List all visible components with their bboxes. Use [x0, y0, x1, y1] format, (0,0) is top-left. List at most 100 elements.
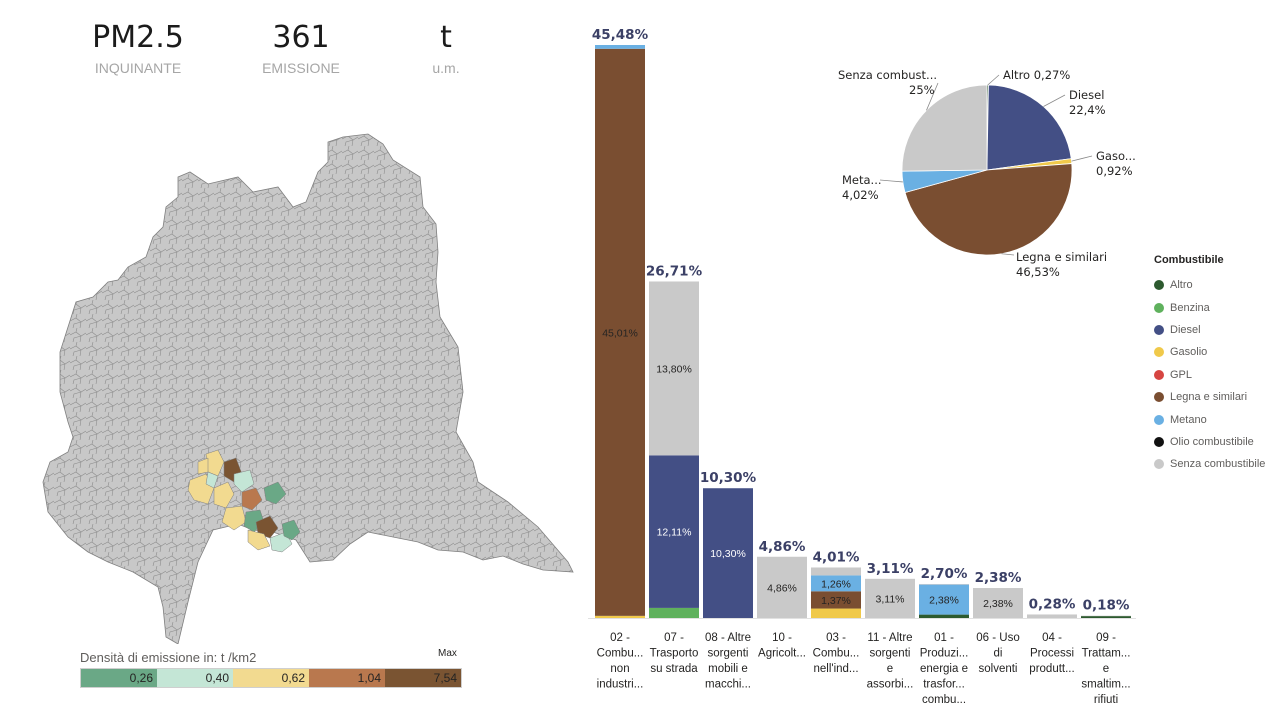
legend-label: Olio combustibile: [1170, 435, 1254, 448]
bar-segment[interactable]: [595, 48, 645, 616]
kpi-emission-value: 361: [272, 20, 330, 55]
bar-segment[interactable]: [1027, 614, 1077, 618]
segment-label: 4,86%: [767, 582, 797, 594]
pie-label: Gaso... 0,92%: [1096, 149, 1136, 178]
pie-chart: Altro 0,27% Diesel 22,4% Gaso... 0,92% Legna …: [838, 68, 1136, 279]
segment-label: 45,01%: [602, 327, 638, 339]
highlighted-municipalities: [187, 449, 301, 553]
category-label: 10 -Agricolt...: [758, 632, 806, 660]
fuel-legend-title: Combustibile: [1154, 254, 1224, 266]
segment-label: 1,26%: [821, 578, 851, 590]
category-label: 01 -Produzi... energia e trasfor... combu..…: [920, 632, 969, 706]
kpi-pollutant-label: INQUINANTE: [94, 60, 182, 76]
bar-segment[interactable]: [973, 588, 1023, 618]
category-label: 08 - Altre sorgenti mobili e macchi...: [705, 632, 751, 691]
legend-dot: [1154, 414, 1164, 425]
bar-segment[interactable]: [649, 455, 699, 608]
legend-label: Legna e similari: [1170, 391, 1248, 404]
bar-segment[interactable]: [919, 583, 969, 585]
bar-segment[interactable]: [1081, 616, 1131, 618]
legend-item[interactable]: Senza combustibile: [1154, 453, 1265, 475]
map-legend-segment[interactable]: 0,26: [81, 669, 157, 687]
pie-leader-line: [926, 82, 939, 111]
bar-total-label: 10,30%: [700, 470, 757, 486]
stacked-bar-chart: 45,01% 45,48% 02 -Combu... non industri... 12…: [588, 27, 1136, 706]
map-legend-segment[interactable]: 0,40: [157, 669, 233, 687]
legend-label: Senza combustibile: [1170, 458, 1266, 471]
bar-segment[interactable]: [757, 556, 807, 618]
map-legend-bar: 0,26 0,40 0,62 1,04 7,54: [80, 668, 462, 688]
legend-label: Metano: [1170, 413, 1207, 426]
legend-label: Benzina: [1170, 301, 1210, 314]
pie-slice[interactable]: [901, 84, 988, 172]
bar-total-label: 0,18%: [1083, 598, 1130, 614]
pie-label: Altro 0,27%: [1003, 68, 1070, 82]
bar-segment[interactable]: [811, 567, 861, 576]
kpi-unit: t u.m.: [371, 18, 521, 76]
pie-slice[interactable]: [904, 163, 1073, 256]
legend-dot: [1154, 436, 1164, 447]
bar-segment[interactable]: [811, 608, 861, 618]
pie-leader-line: [1043, 94, 1066, 107]
map-legend-segment[interactable]: 7,54: [385, 669, 461, 687]
category-label: 07 -Trasporto su strada: [650, 632, 699, 675]
map-legend-segment[interactable]: 0,62: [233, 669, 309, 687]
segment-label: 13,80%: [656, 363, 692, 375]
map-legend-title: Densità di emissione in: t /km2: [80, 650, 257, 665]
category-label: 06 - Uso di solventi: [976, 632, 1019, 675]
pie-label: Senza combust... 25%: [838, 68, 937, 97]
bar-segment[interactable]: [811, 575, 861, 592]
bar-segment[interactable]: [649, 607, 699, 618]
segment-label: 10,30%: [710, 548, 746, 560]
bar-segment[interactable]: [649, 281, 699, 456]
legend-label: Gasolio: [1170, 346, 1208, 359]
bar-segment[interactable]: [811, 591, 861, 609]
bar-segment[interactable]: [919, 584, 969, 615]
legend-dot: [1154, 302, 1164, 313]
map-legend-max: Max: [438, 648, 457, 659]
bar-segment[interactable]: [865, 578, 915, 618]
kpi-pollutant: PM2.5 INQUINANTE: [63, 18, 213, 76]
kpi-pollutant-value: PM2.5: [92, 20, 184, 55]
region-map[interactable]: [38, 132, 578, 644]
legend-label: Diesel: [1170, 323, 1201, 336]
bar-total-label: 26,71%: [646, 263, 703, 279]
category-label: 09 -Trattam... e smaltim... rifiuti: [1081, 632, 1130, 706]
segment-label: 3,11%: [876, 593, 905, 605]
bar-segment[interactable]: [595, 615, 645, 618]
legend-dot: [1154, 459, 1164, 470]
legend-dot: [1154, 369, 1164, 380]
legend-item[interactable]: Diesel: [1154, 319, 1265, 341]
legend-item[interactable]: Altro: [1154, 274, 1265, 296]
legend-item[interactable]: Benzina: [1154, 296, 1265, 318]
pie-leader-line: [879, 179, 903, 183]
segment-label: 2,38%: [983, 598, 1013, 610]
category-label: 02 -Combu... non industri...: [597, 632, 644, 691]
pie-leader-line: [987, 74, 1000, 86]
bar-total-label: 4,01%: [813, 549, 860, 565]
legend-item[interactable]: GPL: [1154, 364, 1265, 386]
category-label: 03 -Combu... nell'ind...: [813, 632, 860, 675]
legend-label: Altro: [1170, 279, 1193, 292]
bar-total-label: 0,28%: [1029, 596, 1076, 612]
fuel-legend: Combustibile Altro Benzina Diesel Gasolio GP…: [1154, 254, 1265, 476]
legend-dot: [1154, 392, 1164, 403]
bar-segment[interactable]: [919, 614, 969, 618]
legend-item[interactable]: Metano: [1154, 408, 1265, 430]
legend-item[interactable]: Legna e similari: [1154, 386, 1265, 408]
bar-total-label: 3,11%: [867, 561, 914, 577]
map-legend-segment[interactable]: 1,04: [309, 669, 385, 687]
pie-label: Diesel 22,4%: [1069, 88, 1106, 117]
bar-total-label: 45,48%: [592, 27, 649, 43]
bar-total-label: 2,70%: [921, 566, 968, 582]
legend-dot: [1154, 280, 1164, 291]
segment-label: 12,11%: [657, 527, 692, 539]
legend-item[interactable]: Olio combustibile: [1154, 431, 1265, 453]
bar-segment[interactable]: [703, 488, 753, 618]
pie-slice[interactable]: [986, 84, 1072, 171]
kpi-unit-value: t: [440, 20, 452, 55]
bar-segment[interactable]: [595, 45, 645, 49]
legend-item[interactable]: Gasolio: [1154, 341, 1265, 363]
legend-dot: [1154, 324, 1164, 335]
bar-total-label: 4,86%: [759, 539, 806, 555]
